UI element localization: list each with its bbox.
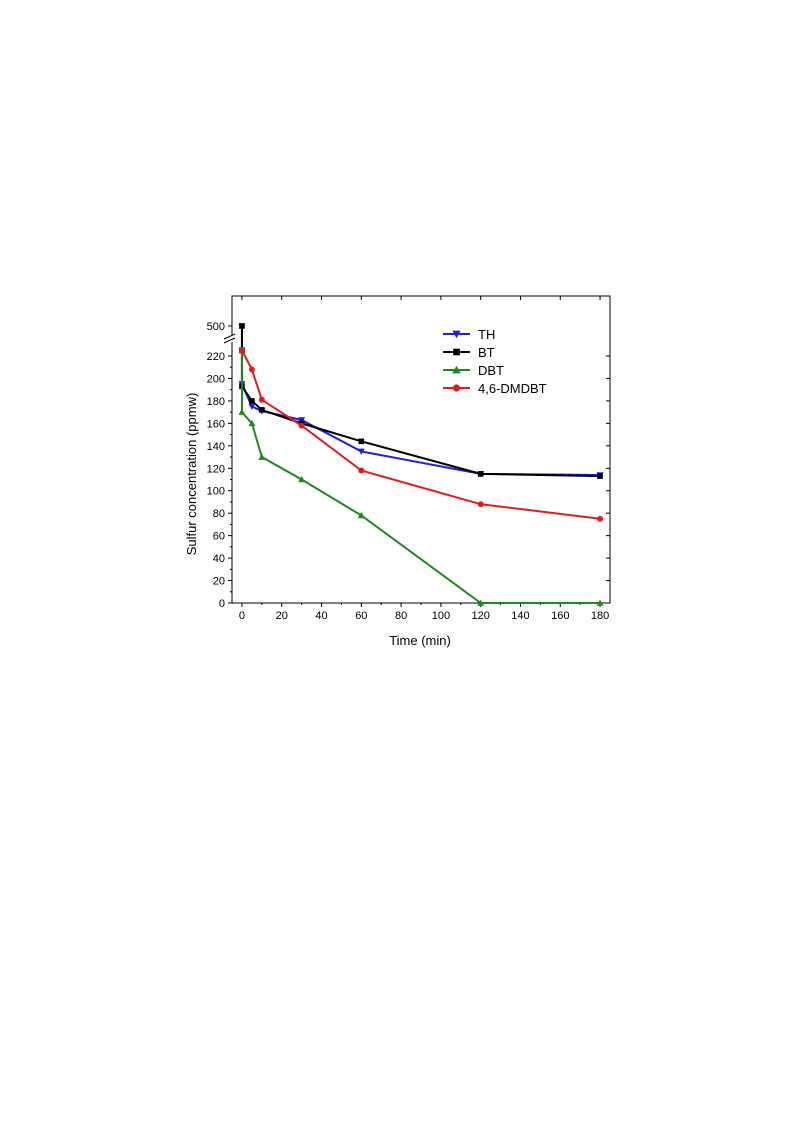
y-tick-label-break: 500: [207, 321, 225, 333]
data-point-bt: [477, 471, 484, 477]
y-tick-label: 60: [213, 531, 225, 543]
x-tick-label: 60: [355, 610, 367, 622]
data-point-dbt: [238, 408, 246, 415]
legend-label-bt: BT: [478, 345, 495, 360]
data-point-dbt: [298, 476, 306, 483]
legend-marker-bt: [453, 348, 460, 356]
y-tick-label: 140: [207, 441, 225, 453]
y-tick-label: 40: [213, 553, 225, 565]
x-tick-label: 0: [239, 610, 245, 622]
data-point-4-6-dmdbt: [238, 347, 245, 354]
legend-marker-th: [452, 330, 461, 339]
data-point-dbt: [248, 419, 256, 427]
x-axis-title: Time (min): [389, 633, 451, 648]
y-tick-label: 120: [207, 463, 225, 475]
series-line-th: [240, 326, 601, 477]
legend-label-th: TH: [478, 327, 495, 342]
data-point-bt: [358, 438, 365, 445]
data-point-4-6-dmdbt: [477, 501, 484, 508]
y-tick-label: 0: [219, 598, 225, 610]
y-tick-label: 100: [207, 486, 225, 498]
data-point-4-6-dmdbt: [248, 366, 255, 373]
data-point-bt: [239, 323, 245, 329]
legend-marker-dbt: [452, 365, 461, 374]
y-tick-label: 220: [207, 351, 225, 363]
data-point-bt: [249, 398, 255, 404]
data-point-bt: [597, 473, 603, 479]
data-point-4-6-dmdbt: [597, 515, 604, 522]
axis-break-mark: [223, 333, 236, 340]
data-point-4-6-dmdbt: [258, 396, 265, 403]
legend-marker-4-6-dmdbt: [452, 384, 461, 392]
data-point-4-6-dmdbt: [358, 467, 365, 474]
data-point-th: [357, 448, 365, 455]
x-tick-label: 40: [315, 610, 327, 622]
axis-break-gap: [226, 335, 234, 342]
x-tick-label: 80: [395, 610, 407, 622]
y-tick-label: 200: [207, 373, 225, 385]
y-tick-label: 80: [213, 508, 225, 520]
y-tick-label: 160: [207, 418, 225, 430]
x-tick-label: 20: [276, 610, 288, 622]
plot-area: 0 20 40 60 80 100 120 140 160 180 0 20 40 60 80 100 120 1…: [207, 295, 611, 622]
data-point-th: [248, 403, 256, 411]
series-line-4-6-dmdbt: [241, 349, 601, 520]
x-tick-label: 100: [432, 610, 450, 622]
data-point-dbt: [477, 599, 485, 606]
y-tick-label: 20: [213, 576, 225, 588]
data-point-dbt: [357, 511, 365, 519]
axis-break-mark: [223, 337, 236, 344]
y-tick-label: 180: [207, 396, 225, 408]
plot-frame: [231, 295, 611, 604]
data-point-dbt: [258, 453, 266, 460]
legend-label-dbt: DBT: [478, 363, 504, 378]
data-point-th: [298, 417, 306, 424]
legend-label-4-6-dmdbt: 4,6-DMDBT: [478, 381, 547, 396]
series-line-bt: [240, 326, 601, 478]
data-point-4-6-dmdbt: [298, 422, 305, 429]
x-tick-label: 180: [591, 610, 609, 622]
x-tick-label: 140: [511, 610, 529, 622]
data-point-bt: [259, 407, 265, 413]
y-axis-title: Sulfur concentration (ppmw): [184, 393, 199, 556]
data-point-dbt: [596, 599, 604, 606]
x-tick-label: 120: [472, 610, 490, 622]
x-tick-label: 160: [551, 610, 569, 622]
